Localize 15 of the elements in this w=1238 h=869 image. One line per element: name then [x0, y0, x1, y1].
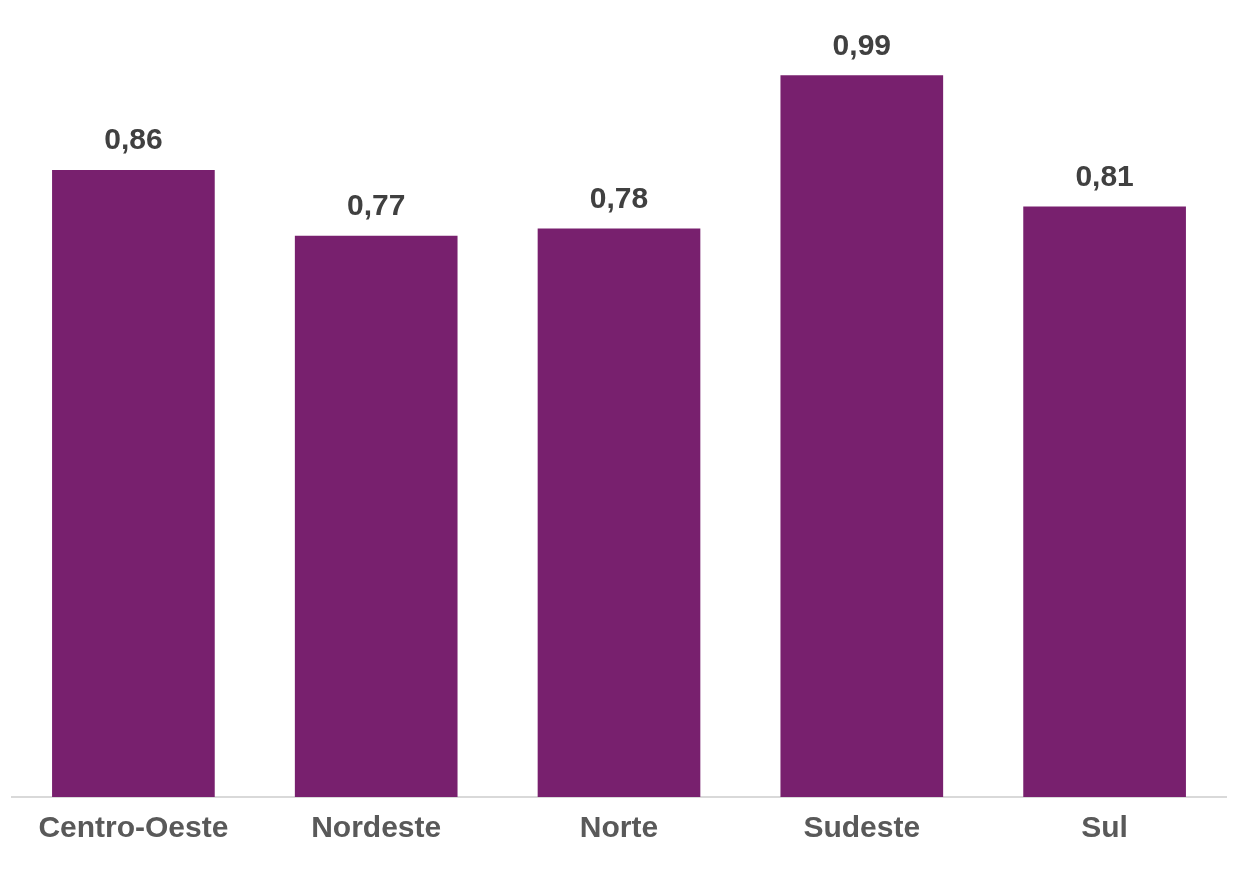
bar	[52, 170, 215, 797]
data-label: 0,86	[104, 122, 163, 156]
x-tick-label: Norte	[579, 810, 659, 844]
bar	[294, 235, 458, 797]
x-tick-label: Nordeste	[311, 810, 442, 844]
x-tick-label: Centro-Oeste	[38, 810, 229, 844]
data-label: 0,81	[1075, 158, 1134, 192]
bar	[537, 228, 701, 797]
data-label: 0,78	[589, 180, 649, 214]
bar	[1023, 206, 1186, 797]
x-tick-label: Sudeste	[803, 810, 921, 844]
bar	[780, 75, 944, 797]
data-label: 0,99	[832, 27, 891, 61]
x-tick-label: Sul	[1081, 810, 1128, 844]
data-label: 0,77	[347, 187, 406, 221]
